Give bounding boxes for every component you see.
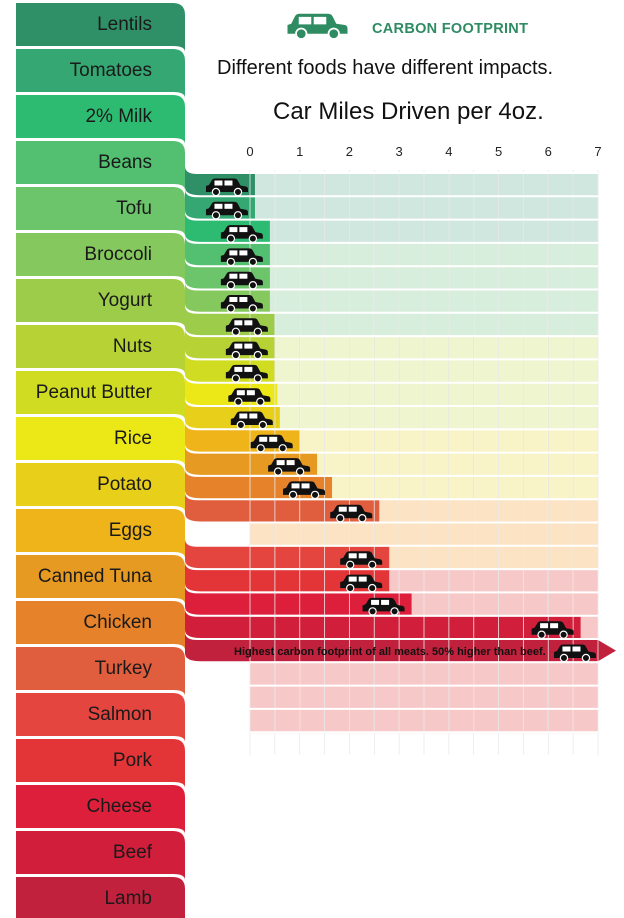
car-icon (225, 318, 268, 336)
annotation-text: Highest carbon footprint of all meats. 5… (234, 646, 546, 658)
ribbon-lentils (16, 3, 255, 196)
food-label-salmon: Salmon (88, 704, 152, 725)
car-icon (553, 644, 596, 663)
ribbon-peanut-butter (16, 352, 275, 420)
x-axis-ticks: 0 1 2 3 4 5 6 7 (246, 144, 601, 159)
food-label-tomatoes: Tomatoes (70, 60, 152, 81)
ribbon-beans (16, 141, 270, 266)
grid (249, 170, 599, 757)
car-icon (205, 201, 248, 220)
food-label-turkey: Turkey (95, 658, 153, 679)
car-icon (283, 481, 326, 500)
ribbon-canned-tuna (16, 445, 318, 604)
car-icon (340, 574, 383, 593)
x-tick-label: 0 (246, 144, 253, 159)
food-label-eggs: Eggs (109, 520, 152, 541)
car-markers (205, 178, 596, 663)
car-icon (225, 364, 268, 383)
food-label-tofu: Tofu (116, 198, 152, 219)
ribbon-rice (16, 375, 278, 466)
ribbon-tofu (16, 187, 270, 289)
x-tick-label: 3 (396, 144, 403, 159)
ribbon-broccoli (16, 233, 270, 312)
food-label-chicken: Chicken (83, 612, 152, 633)
car-icon (220, 248, 263, 267)
ribbon-yogurt (16, 279, 275, 336)
food-label-lentils: Lentils (97, 14, 152, 35)
ribbon-tomatoes (16, 49, 255, 219)
car-icon (220, 225, 263, 243)
food-label-beans: Beans (98, 152, 152, 173)
x-tick-label: 2 (346, 144, 353, 159)
car-icon (250, 434, 293, 453)
car-icon (531, 621, 574, 639)
food-label-lamb: Lamb (104, 888, 152, 909)
food-label-peanut-butter: Peanut Butter (36, 382, 153, 403)
ribbon-lamb (16, 632, 616, 918)
food-label-beef: Beef (113, 842, 153, 863)
car-icon (228, 388, 271, 406)
car-icon (225, 341, 268, 360)
food-labels: Lentils Tomatoes 2% Milk Beans Tofu Broccoli Y… (36, 14, 153, 909)
header: CARBON FOOTPRINT Different foods have di… (217, 13, 553, 125)
car-icon (230, 411, 273, 430)
food-label-cheese: Cheese (87, 796, 153, 817)
food-label-nuts: Nuts (113, 336, 152, 357)
food-label-yogurt: Yogurt (98, 290, 153, 311)
food-label-canned-tuna: Canned Tuna (38, 566, 153, 587)
ribbon-nuts (16, 325, 275, 374)
x-tick-label: 1 (296, 144, 303, 159)
ribbon-beef (16, 608, 581, 880)
car-icon (220, 271, 263, 290)
chart-title: Car Miles Driven per 4oz. (273, 98, 544, 125)
ribbon-potato (16, 399, 280, 512)
car-icon (362, 597, 405, 616)
x-tick-label: 4 (445, 144, 452, 159)
food-label-broccoli: Broccoli (84, 244, 152, 265)
ribbon-chicken (16, 468, 333, 650)
header-subtitle: Different foods have different impacts. (217, 57, 553, 79)
ribbon-2-milk (16, 95, 270, 242)
car-icon (220, 295, 263, 313)
header-title: CARBON FOOTPRINT (372, 21, 528, 37)
car-icon (330, 504, 373, 523)
car-icon (340, 551, 383, 569)
x-tick-label: 6 (545, 144, 552, 159)
x-tick-label: 5 (495, 144, 502, 159)
car-icon (287, 13, 348, 40)
ribbon-eggs (16, 422, 300, 558)
food-label-pork: Pork (113, 750, 153, 771)
x-tick-label: 7 (594, 144, 601, 159)
food-label-2-milk: 2% Milk (85, 106, 152, 127)
car-icon (268, 458, 311, 476)
food-label-potato: Potato (97, 474, 152, 495)
car-icon (205, 178, 248, 197)
annotations: Highest carbon footprint of all meats. 5… (234, 646, 546, 658)
food-label-rice: Rice (114, 428, 152, 449)
